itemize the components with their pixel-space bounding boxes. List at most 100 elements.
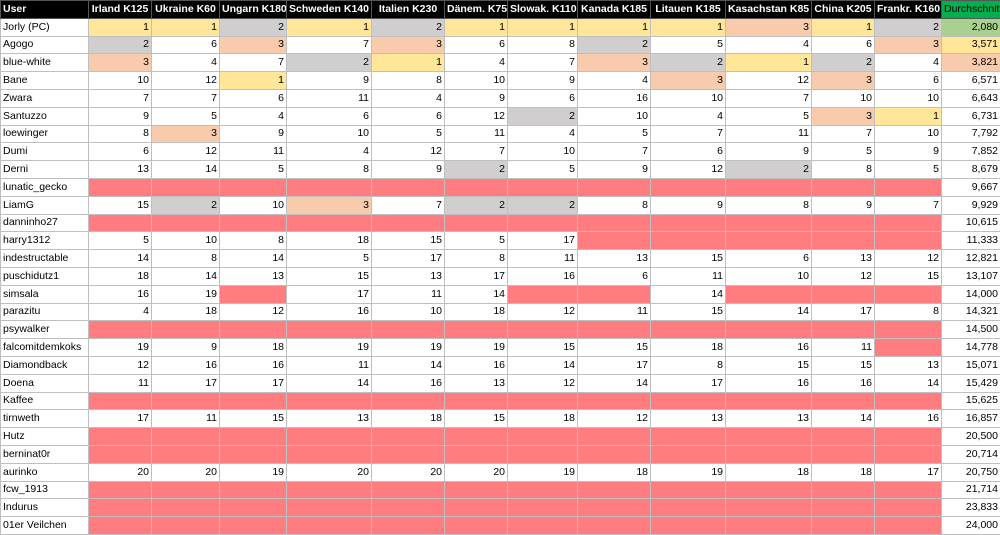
result-cell[interactable]: 18 bbox=[812, 463, 875, 481]
result-cell[interactable]: 18 bbox=[372, 410, 445, 428]
result-cell[interactable]: 19 bbox=[287, 339, 372, 357]
result-cell[interactable]: 16 bbox=[152, 356, 220, 374]
result-cell[interactable]: 1 bbox=[220, 72, 287, 90]
user-name-cell[interactable]: Diamondback bbox=[1, 356, 89, 374]
missing-result-cell[interactable] bbox=[875, 339, 942, 357]
missing-result-cell[interactable] bbox=[287, 178, 372, 196]
result-cell[interactable]: 4 bbox=[89, 303, 152, 321]
missing-result-cell[interactable] bbox=[220, 428, 287, 446]
missing-result-cell[interactable] bbox=[812, 445, 875, 463]
missing-result-cell[interactable] bbox=[89, 214, 152, 232]
missing-result-cell[interactable] bbox=[445, 214, 508, 232]
average-cell[interactable]: 15,071 bbox=[942, 356, 1000, 374]
result-cell[interactable]: 15 bbox=[287, 267, 372, 285]
result-cell[interactable]: 8 bbox=[812, 161, 875, 179]
average-cell[interactable]: 14,321 bbox=[942, 303, 1000, 321]
missing-result-cell[interactable] bbox=[287, 481, 372, 499]
missing-result-cell[interactable] bbox=[508, 214, 578, 232]
result-cell[interactable]: 14 bbox=[152, 161, 220, 179]
missing-result-cell[interactable] bbox=[220, 392, 287, 410]
missing-result-cell[interactable] bbox=[445, 178, 508, 196]
average-cell[interactable]: 15,429 bbox=[942, 374, 1000, 392]
result-cell[interactable]: 16 bbox=[578, 89, 651, 107]
missing-result-cell[interactable] bbox=[287, 445, 372, 463]
result-cell[interactable]: 3 bbox=[726, 18, 812, 36]
result-cell[interactable]: 5 bbox=[651, 36, 726, 54]
result-cell[interactable]: 4 bbox=[372, 89, 445, 107]
header-race[interactable]: Irland K125 bbox=[89, 1, 152, 19]
missing-result-cell[interactable] bbox=[578, 517, 651, 535]
result-cell[interactable]: 17 bbox=[508, 232, 578, 250]
result-cell[interactable]: 5 bbox=[726, 107, 812, 125]
result-cell[interactable]: 12 bbox=[372, 143, 445, 161]
missing-result-cell[interactable] bbox=[726, 285, 812, 303]
header-race[interactable]: Ungarn K180 bbox=[220, 1, 287, 19]
average-cell[interactable]: 6,731 bbox=[942, 107, 1000, 125]
header-race[interactable]: Kasachstan K85 bbox=[726, 1, 812, 19]
result-cell[interactable]: 15 bbox=[445, 410, 508, 428]
average-cell[interactable]: 15,625 bbox=[942, 392, 1000, 410]
result-cell[interactable]: 12 bbox=[726, 72, 812, 90]
header-race[interactable]: Ukraine K60 bbox=[152, 1, 220, 19]
result-cell[interactable]: 16 bbox=[726, 339, 812, 357]
missing-result-cell[interactable] bbox=[875, 499, 942, 517]
result-cell[interactable]: 19 bbox=[372, 339, 445, 357]
result-cell[interactable]: 8 bbox=[651, 356, 726, 374]
result-cell[interactable]: 11 bbox=[152, 410, 220, 428]
result-cell[interactable]: 20 bbox=[372, 463, 445, 481]
result-cell[interactable]: 10 bbox=[875, 125, 942, 143]
result-cell[interactable]: 7 bbox=[508, 54, 578, 72]
result-cell[interactable]: 6 bbox=[89, 143, 152, 161]
result-cell[interactable]: 2 bbox=[726, 161, 812, 179]
user-name-cell[interactable]: simsala bbox=[1, 285, 89, 303]
result-cell[interactable]: 6 bbox=[508, 89, 578, 107]
average-cell[interactable]: 3,571 bbox=[942, 36, 1000, 54]
result-cell[interactable]: 6 bbox=[287, 107, 372, 125]
missing-result-cell[interactable] bbox=[726, 481, 812, 499]
result-cell[interactable]: 12 bbox=[578, 410, 651, 428]
result-cell[interactable]: 17 bbox=[445, 267, 508, 285]
user-name-cell[interactable]: Jorly (PC) bbox=[1, 18, 89, 36]
result-cell[interactable]: 1 bbox=[508, 18, 578, 36]
missing-result-cell[interactable] bbox=[287, 214, 372, 232]
header-race[interactable]: Kanada K185 bbox=[578, 1, 651, 19]
result-cell[interactable]: 6 bbox=[812, 36, 875, 54]
result-cell[interactable]: 15 bbox=[220, 410, 287, 428]
missing-result-cell[interactable] bbox=[812, 499, 875, 517]
missing-result-cell[interactable] bbox=[220, 214, 287, 232]
missing-result-cell[interactable] bbox=[445, 428, 508, 446]
result-cell[interactable]: 1 bbox=[89, 18, 152, 36]
result-cell[interactable]: 8 bbox=[445, 250, 508, 268]
result-cell[interactable]: 7 bbox=[287, 36, 372, 54]
user-name-cell[interactable]: lunatic_gecko bbox=[1, 178, 89, 196]
result-cell[interactable]: 1 bbox=[875, 107, 942, 125]
result-cell[interactable]: 14 bbox=[578, 374, 651, 392]
missing-result-cell[interactable] bbox=[445, 499, 508, 517]
result-cell[interactable]: 7 bbox=[89, 89, 152, 107]
average-cell[interactable]: 20,500 bbox=[942, 428, 1000, 446]
user-name-cell[interactable]: tirnweth bbox=[1, 410, 89, 428]
missing-result-cell[interactable] bbox=[578, 481, 651, 499]
missing-result-cell[interactable] bbox=[508, 445, 578, 463]
result-cell[interactable]: 8 bbox=[152, 250, 220, 268]
result-cell[interactable]: 5 bbox=[220, 161, 287, 179]
missing-result-cell[interactable] bbox=[89, 428, 152, 446]
user-name-cell[interactable]: Santuzzo bbox=[1, 107, 89, 125]
result-cell[interactable]: 11 bbox=[726, 125, 812, 143]
header-average[interactable]: Durchschnitt bbox=[942, 1, 1000, 19]
result-cell[interactable]: 13 bbox=[875, 356, 942, 374]
average-cell[interactable]: 23,833 bbox=[942, 499, 1000, 517]
missing-result-cell[interactable] bbox=[875, 232, 942, 250]
average-cell[interactable]: 12,821 bbox=[942, 250, 1000, 268]
missing-result-cell[interactable] bbox=[812, 178, 875, 196]
result-cell[interactable]: 17 bbox=[220, 374, 287, 392]
user-name-cell[interactable]: Derni bbox=[1, 161, 89, 179]
result-cell[interactable]: 10 bbox=[372, 303, 445, 321]
result-cell[interactable]: 13 bbox=[812, 250, 875, 268]
result-cell[interactable]: 8 bbox=[220, 232, 287, 250]
result-cell[interactable]: 9 bbox=[89, 107, 152, 125]
result-cell[interactable]: 18 bbox=[726, 463, 812, 481]
result-cell[interactable]: 2 bbox=[508, 107, 578, 125]
user-name-cell[interactable]: Bane bbox=[1, 72, 89, 90]
missing-result-cell[interactable] bbox=[578, 232, 651, 250]
